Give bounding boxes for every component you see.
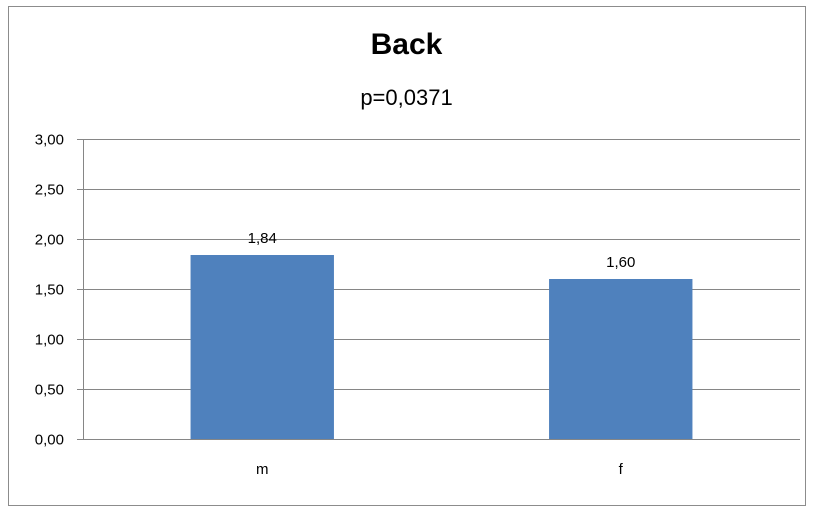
x-tick-label: m <box>256 461 269 478</box>
data-label: 1,84 <box>248 230 277 247</box>
data-label: 1,60 <box>606 254 635 271</box>
y-tick-label: 0,50 <box>35 382 64 399</box>
bar-f <box>549 279 693 439</box>
data-labels: 1,84 1,60 <box>248 230 636 271</box>
y-tick-label: 2,00 <box>35 232 64 249</box>
y-tick-label: 0,00 <box>35 432 64 449</box>
bar-m <box>190 255 334 439</box>
y-tick-label: 1,00 <box>35 332 64 349</box>
x-tick-label: f <box>619 461 624 478</box>
y-tick-label: 3,00 <box>35 132 64 149</box>
bars <box>190 255 693 439</box>
chart-subtitle: p=0,0371 <box>360 85 453 110</box>
y-axis-tick-labels: 0,00 0,50 1,00 1,50 2,00 2,50 3,00 <box>35 132 64 449</box>
y-tick-label: 1,50 <box>35 282 64 299</box>
y-tick-label: 2,50 <box>35 182 64 199</box>
chart-title: Back <box>370 28 443 61</box>
